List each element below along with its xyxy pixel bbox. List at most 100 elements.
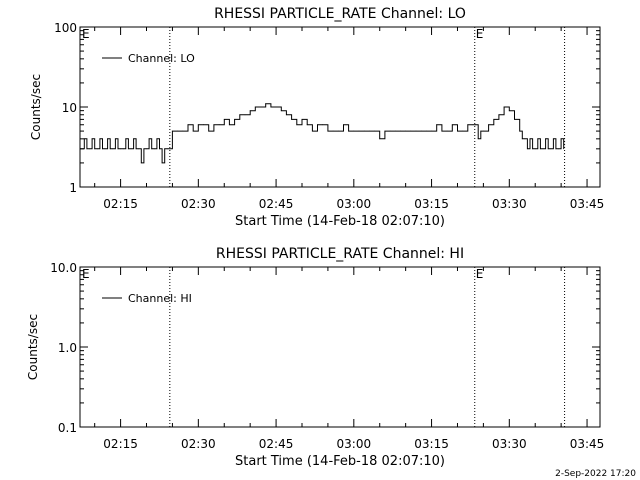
data-point <box>524 138 526 140</box>
data-point <box>153 148 155 150</box>
data-point <box>462 130 464 132</box>
data-point <box>363 130 365 132</box>
chart-title: RHESSI PARTICLE_RATE Channel: HI <box>216 246 464 262</box>
x-tick-label: 02:30 <box>181 197 216 211</box>
data-point <box>265 103 267 105</box>
data-point <box>389 130 391 132</box>
data-point <box>107 138 108 140</box>
x-tick-label: 03:00 <box>337 197 372 211</box>
data-point <box>563 148 565 150</box>
data-point <box>115 138 116 140</box>
data-point <box>343 124 344 126</box>
data-point <box>521 138 523 140</box>
data-point <box>94 148 96 150</box>
data-point <box>133 138 135 140</box>
data-point <box>148 138 150 140</box>
data-point <box>270 106 272 108</box>
data-point <box>135 148 137 150</box>
data-point <box>125 138 127 140</box>
y-tick-label: 1 <box>69 181 77 195</box>
data-point <box>130 148 132 150</box>
data-point <box>379 138 381 140</box>
data-point <box>79 148 81 150</box>
y-tick-label: 100 <box>54 21 77 35</box>
data-point <box>545 138 546 140</box>
x-axis-label: Start Time (14-Feb-18 02:07:10) <box>235 214 445 229</box>
data-point <box>151 148 153 150</box>
data-point <box>169 148 171 150</box>
x-tick-label: 03:30 <box>492 437 527 451</box>
data-point <box>166 148 168 150</box>
data-point <box>503 106 505 108</box>
event-line-label: E <box>476 267 484 281</box>
data-point <box>431 130 432 132</box>
data-point <box>542 148 544 150</box>
data-point <box>317 124 318 126</box>
x-tick-label: 03:45 <box>570 197 605 211</box>
y-tick-label: 0.1 <box>58 421 77 435</box>
data-point <box>213 124 215 126</box>
data-point <box>514 119 515 120</box>
data-point <box>244 114 246 116</box>
data-point <box>275 106 277 108</box>
data-point <box>537 138 539 140</box>
data-point <box>534 148 536 150</box>
data-point <box>527 148 528 150</box>
y-axis-label: Counts/sec <box>26 314 40 380</box>
data-point <box>446 130 448 132</box>
data-point <box>280 110 282 112</box>
chart-title: RHESSI PARTICLE_RATE Channel: LO <box>214 6 466 22</box>
data-point <box>177 130 179 132</box>
date-stamp: 2-Sep-2022 17:20 <box>555 469 636 479</box>
data-point <box>480 130 482 132</box>
data-point <box>161 162 163 164</box>
event-line-label: E <box>476 27 484 41</box>
data-point <box>312 130 313 132</box>
data-point <box>249 110 251 112</box>
y-tick-label: 1.0 <box>58 341 77 355</box>
data-point <box>296 124 298 126</box>
data-point <box>122 148 124 150</box>
data-point <box>529 138 531 140</box>
data-point <box>182 130 184 132</box>
data-point <box>472 124 474 126</box>
data-point <box>327 130 329 132</box>
data-point <box>508 110 510 112</box>
data-point <box>558 148 559 150</box>
lo-channel-panel: RHESSI PARTICLE_RATE Channel: LO 02:15 02:… <box>29 6 604 229</box>
data-point <box>550 148 552 150</box>
data-point <box>140 162 142 164</box>
data-point <box>477 138 479 140</box>
data-point <box>102 148 103 150</box>
data-point <box>156 138 158 140</box>
x-tick-label: 03:00 <box>337 437 372 451</box>
x-tick-label: 03:30 <box>492 197 527 211</box>
data-point <box>560 138 562 140</box>
data-point <box>436 124 438 126</box>
x-tick-label: 03:15 <box>414 437 449 451</box>
x-axis-label: Start Time (14-Feb-18 02:07:10) <box>235 454 445 469</box>
data-point <box>159 148 160 150</box>
data-point <box>109 148 111 150</box>
data-point <box>172 130 173 132</box>
data-point <box>254 106 256 108</box>
data-point <box>127 148 129 150</box>
data-point <box>187 124 189 126</box>
data-point <box>203 124 204 126</box>
data-point <box>394 130 396 132</box>
data-point <box>91 138 93 140</box>
data-point <box>532 148 533 150</box>
data-point <box>146 148 147 150</box>
data-point <box>374 130 375 132</box>
data-point <box>218 124 220 126</box>
y-axis-label: Counts/sec <box>29 74 43 140</box>
data-point <box>260 106 261 108</box>
hi-channel-panel: RHESSI PARTICLE_RATE Channel: HI 02:15 02:… <box>26 246 604 469</box>
data-point <box>234 119 236 120</box>
data-point <box>208 130 210 132</box>
data-point <box>291 119 292 120</box>
data-point <box>138 148 140 150</box>
data-point <box>239 114 241 116</box>
data-point <box>99 138 101 140</box>
